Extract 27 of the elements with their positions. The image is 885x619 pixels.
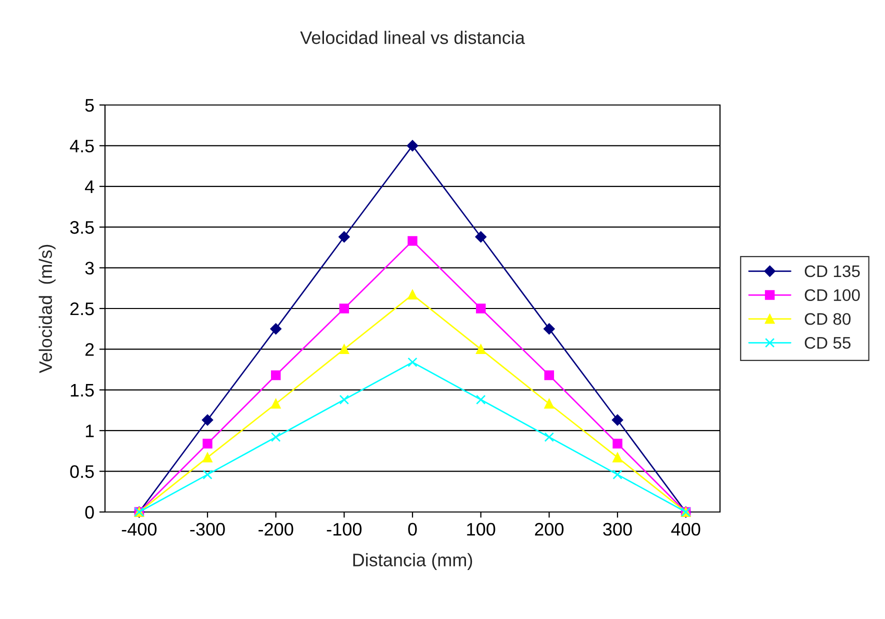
y-tick-label: 2.5 (70, 302, 94, 316)
legend-label: CD 135 (804, 265, 860, 278)
x-tick-label: 200 (535, 522, 564, 536)
legend-label: CD 100 (804, 289, 860, 302)
x-tick-label: 100 (467, 522, 496, 536)
chart-title: Velocidad lineal vs distancia (300, 30, 525, 44)
x-tick-label: -300 (190, 522, 225, 536)
x-tick-label: 0 (408, 522, 417, 536)
y-tick-label: 1 (86, 424, 94, 438)
y-tick-label: 5 (85, 99, 94, 112)
y-tick-label: 1.5 (70, 384, 94, 397)
x-tick-label: 300 (603, 522, 632, 536)
y-tick-label: 3 (85, 262, 94, 275)
y-tick-label: 3.5 (70, 221, 94, 234)
y-tick-label: 4 (84, 180, 94, 193)
x-tick-label: 400 (671, 522, 700, 536)
x-tick-label: -200 (258, 522, 294, 536)
y-tick-label: 4.5 (70, 140, 94, 152)
y-tick-label: 0 (85, 506, 94, 519)
y-axis-title: Velocidad (m/s) (38, 244, 56, 374)
x-tick-label: -400 (122, 522, 157, 536)
legend-label: CD 80 (804, 313, 851, 325)
x-axis-title: Distancia (mm) (353, 553, 472, 570)
y-tick-label: 2 (85, 343, 94, 356)
legend-label: CD 55 (804, 336, 851, 349)
y-tick-label: 0.5 (70, 465, 94, 478)
x-tick-label: -100 (326, 522, 362, 536)
